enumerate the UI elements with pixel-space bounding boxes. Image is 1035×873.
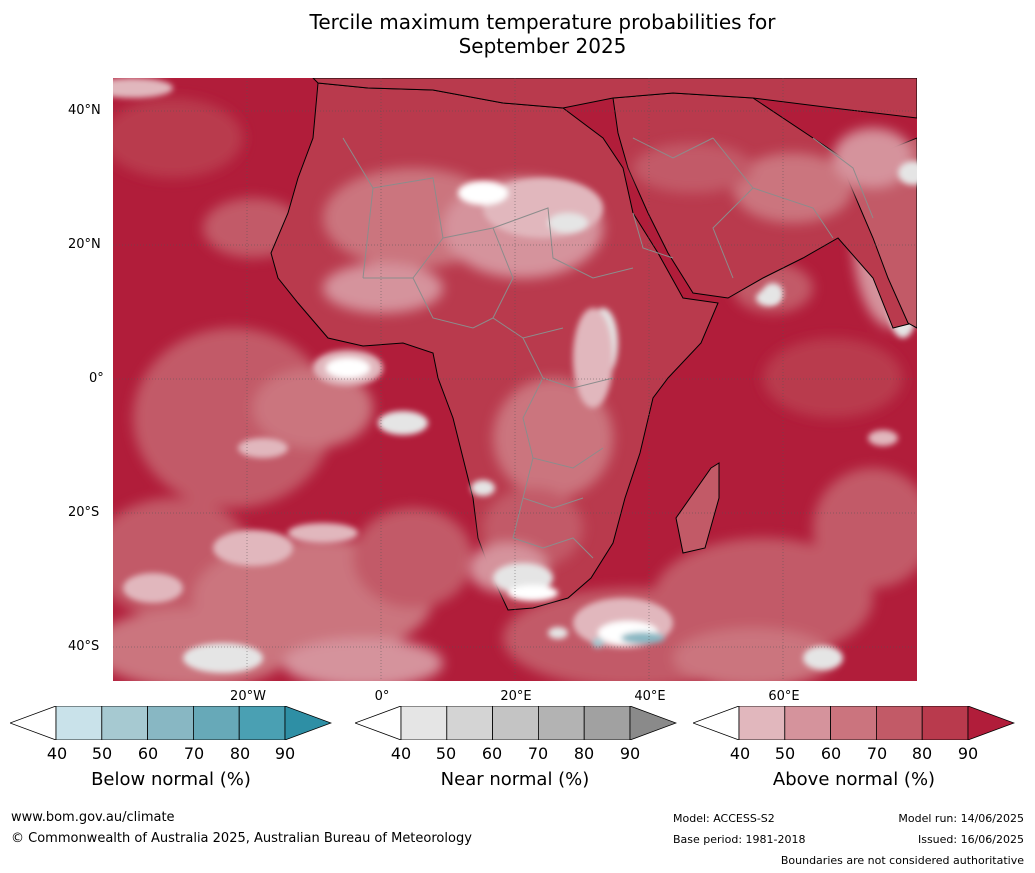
tick: 60: [137, 744, 159, 763]
land-light-patches: [458, 161, 917, 601]
tick: 60: [820, 744, 842, 763]
colorbar-below-normal: [10, 706, 332, 740]
colorbar-near-normal: [355, 706, 677, 740]
below-normal-label: Below normal (%): [91, 769, 251, 790]
footer-copyright: © Commonwealth of Australia 2025, Austra…: [11, 831, 472, 846]
colorbar-segment: [147, 706, 194, 740]
footer-base-period: Base period: 1981-2018: [673, 833, 806, 846]
colorbar-segment: [583, 706, 631, 740]
colorbar-segment: [55, 706, 103, 740]
tick: 80: [229, 744, 251, 763]
madagascar-land: [675, 462, 720, 554]
tick: 90: [957, 744, 979, 763]
colorbar-segment: [537, 706, 585, 740]
europe-land: [312, 78, 917, 119]
colorbar-segment: [738, 706, 786, 740]
lat-label-40s: 40°S: [68, 639, 100, 654]
above-normal-label: Above normal (%): [772, 769, 936, 790]
footer-url: www.bom.gov.au/climate: [11, 810, 175, 825]
map-title: Tercile maximum temperature probabilitie…: [0, 10, 1035, 58]
colorbar-segment: [830, 706, 877, 740]
colorbar-segment: [101, 706, 149, 740]
colorbar-segment: [921, 706, 969, 740]
tick: 40: [729, 744, 751, 763]
colorbar-segment: [400, 706, 448, 740]
footer-model-run: Model run: 14/06/2025: [898, 812, 1024, 825]
colorbar-max-extension: [629, 706, 677, 740]
lat-label-20n: 20°N: [68, 237, 101, 252]
lon-label-20e: 20°E: [500, 689, 532, 704]
tick: 70: [866, 744, 888, 763]
colorbar-segment: [492, 706, 539, 740]
colorbar-min-extension: [10, 706, 57, 740]
lat-label-40n: 40°N: [68, 103, 101, 118]
title-line-1: Tercile maximum temperature probabilitie…: [309, 10, 776, 34]
lon-label-20w: 20°W: [230, 689, 266, 704]
footer-disclaimer: Boundaries are not considered authoritat…: [780, 854, 1024, 867]
lon-label-0: 0°: [374, 689, 390, 704]
tick: 80: [911, 744, 933, 763]
colorbar-above-normal: [693, 706, 1015, 740]
near-normal-label: Near normal (%): [440, 769, 590, 790]
tick: 40: [390, 744, 412, 763]
ocean-patches: [113, 98, 917, 681]
tick: 60: [481, 744, 503, 763]
lon-label-60e: 60°E: [768, 689, 800, 704]
title-line-2: September 2025: [458, 34, 627, 58]
tick: 90: [274, 744, 296, 763]
graticule: [113, 78, 917, 681]
colorbar-segment: [446, 706, 494, 740]
tick: 40: [46, 744, 68, 763]
colorbar-max-extension: [284, 706, 332, 740]
ocean-light-patches: [113, 78, 917, 673]
footer-issued: Issued: 16/06/2025: [917, 833, 1024, 846]
footer-model: Model: ACCESS-S2: [673, 812, 775, 825]
colorbar-max-extension: [967, 706, 1015, 740]
colorbar-min-extension: [355, 706, 402, 740]
colorbar-min-extension: [693, 706, 740, 740]
colorbar-segment: [192, 706, 240, 740]
lat-label-0: 0°: [89, 371, 104, 386]
colorbar-segment: [784, 706, 832, 740]
colorbar-segment: [238, 706, 286, 740]
tick: 50: [774, 744, 796, 763]
tick: 70: [527, 744, 549, 763]
tick: 50: [91, 744, 113, 763]
tick: 70: [183, 744, 205, 763]
tick: 80: [573, 744, 595, 763]
colorbar-segment: [875, 706, 923, 740]
lat-label-20s: 20°S: [68, 505, 100, 520]
tick: 50: [435, 744, 457, 763]
lon-label-40e: 40°E: [634, 689, 666, 704]
tick: 90: [619, 744, 641, 763]
probability-map: [113, 78, 917, 681]
